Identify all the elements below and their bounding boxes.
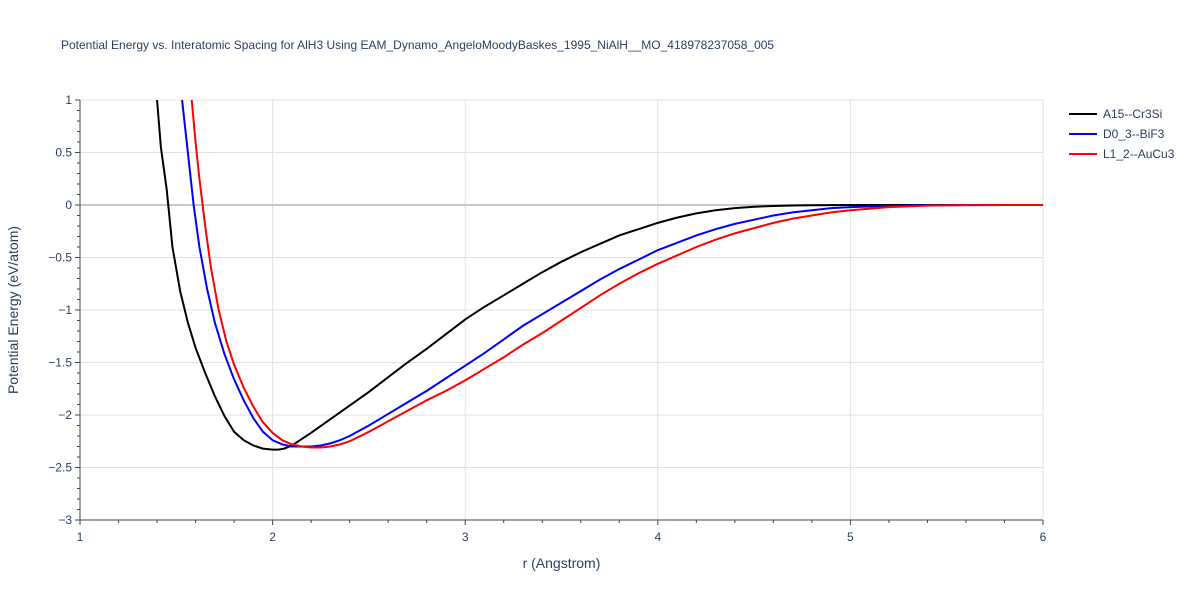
legend-item[interactable]: D0_3--BiF3 — [1069, 127, 1165, 141]
x-tick-label: 2 — [269, 530, 276, 544]
axes — [75, 99, 1044, 525]
y-tick-label: −3 — [58, 513, 72, 527]
legend-item[interactable]: A15--Cr3Si — [1069, 107, 1162, 121]
legend[interactable]: A15--Cr3Si D0_3--BiF3 L1_2--AuCu3 — [1069, 107, 1175, 161]
tick-labels: 1 2 3 4 5 6 −3 −2.5 −2 −1.5 −1 −0.5 0 0.5 1 — [48, 93, 1046, 544]
chart-title: Potential Energy vs. Interatomic Spacing… — [61, 38, 775, 52]
x-tick-label: 1 — [77, 530, 84, 544]
series-line-2[interactable] — [190, 100, 1043, 449]
x-tick-label: 4 — [654, 530, 661, 544]
y-tick-label: 0.5 — [55, 146, 72, 160]
y-tick-label: 1 — [65, 93, 72, 107]
y-tick-label: −0.5 — [48, 251, 72, 265]
y-tick-label: −2.5 — [48, 461, 72, 475]
series-layer — [156, 100, 1043, 451]
series-line-0[interactable] — [156, 100, 1043, 451]
y-tick-label: −2 — [58, 408, 72, 422]
x-axis-title: r (Angstrom) — [523, 555, 601, 571]
x-tick-label: 6 — [1040, 530, 1047, 544]
y-axis-title: Potential Energy (eV/atom) — [5, 226, 21, 394]
y-tick-label: −1.5 — [48, 356, 72, 370]
x-tick-label: 3 — [462, 530, 469, 544]
legend-label: A15--Cr3Si — [1103, 107, 1162, 121]
legend-item[interactable]: L1_2--AuCu3 — [1069, 147, 1175, 161]
y-tick-label: 0 — [65, 198, 72, 212]
series-line-1[interactable] — [181, 100, 1043, 448]
x-tick-label: 5 — [847, 530, 854, 544]
grid — [80, 99, 1044, 520]
y-tick-label: −1 — [58, 303, 72, 317]
legend-label: L1_2--AuCu3 — [1103, 147, 1175, 161]
legend-label: D0_3--BiF3 — [1103, 127, 1165, 141]
